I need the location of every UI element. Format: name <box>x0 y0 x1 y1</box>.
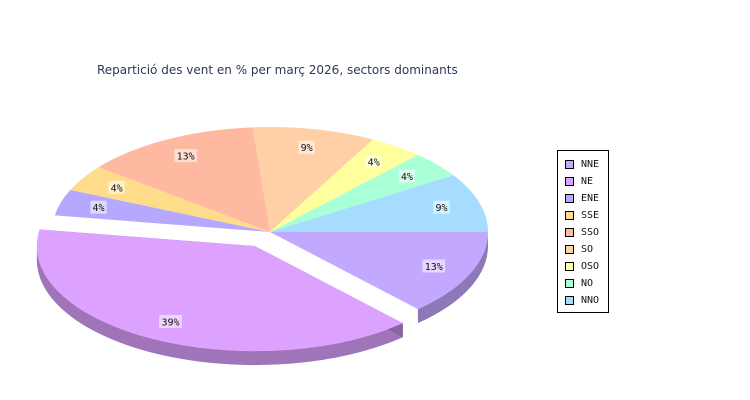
legend-label: NNO <box>581 295 600 306</box>
pie-slice-nne <box>270 232 488 310</box>
legend-label: SSE <box>581 210 600 221</box>
legend-item-ene: ENE <box>558 190 608 207</box>
data-label-bg <box>365 154 382 168</box>
data-label-ne: 39% <box>159 315 182 329</box>
legend: NNE NE ENE SSE SSO SO OSO NO NNO <box>557 150 609 313</box>
data-label-text: 4% <box>111 183 123 194</box>
data-label-text: 9% <box>301 143 313 154</box>
data-label-bg <box>298 140 315 154</box>
legend-label: NNE <box>581 159 600 170</box>
legend-label: OSO <box>581 261 600 272</box>
data-label-text: 39% <box>161 318 179 329</box>
legend-label: NE <box>581 176 594 187</box>
data-label-bg <box>422 259 446 273</box>
data-label-bg <box>90 200 107 214</box>
data-label-text: 13% <box>177 152 195 163</box>
legend-swatch <box>565 211 574 220</box>
data-label-ene: 4% <box>90 200 107 214</box>
pie-slice-side-ne <box>36 246 403 366</box>
pie-slice-so <box>252 126 373 232</box>
data-label-so: 9% <box>298 140 315 154</box>
pie-slice-nno <box>270 175 488 232</box>
data-label-text: 13% <box>425 262 443 273</box>
data-label-text: 4% <box>368 157 380 168</box>
data-label-bg <box>108 180 125 194</box>
legend-item-ne: NE <box>558 173 608 190</box>
legend-label: NO <box>581 278 594 289</box>
data-label-nne: 13% <box>422 259 446 273</box>
data-label-text: 4% <box>401 172 413 183</box>
legend-item-oso: OSO <box>558 258 608 275</box>
legend-swatch <box>565 160 574 169</box>
data-label-bg <box>433 200 450 214</box>
legend-item-sso: SSO <box>558 224 608 241</box>
legend-label: SSO <box>581 227 600 238</box>
data-label-oso: 4% <box>365 154 382 168</box>
legend-item-sse: SSE <box>558 207 608 224</box>
legend-swatch <box>565 296 574 305</box>
legend-label: SO <box>581 244 594 255</box>
data-label-no: 4% <box>398 169 416 183</box>
pie-slice-ene <box>54 189 270 232</box>
legend-swatch <box>565 245 574 254</box>
data-label-bg <box>159 315 182 328</box>
legend-swatch <box>565 279 574 288</box>
data-label-text: 4% <box>92 203 104 214</box>
legend-label: ENE <box>581 193 600 204</box>
legend-swatch <box>565 262 574 271</box>
pie-slice-sso <box>98 127 270 232</box>
legend-swatch <box>565 228 574 237</box>
legend-item-so: SO <box>558 241 608 258</box>
data-label-sso: 13% <box>174 149 197 163</box>
data-label-bg <box>174 149 197 163</box>
chart-title: Repartició des vent en % per març 2026, … <box>97 63 458 77</box>
pie-slice-ne <box>36 229 403 352</box>
data-label-nno: 9% <box>433 200 450 214</box>
pie-slice-side-nne <box>417 232 488 324</box>
legend-item-nne: NNE <box>558 156 608 173</box>
data-label-sse: 4% <box>108 180 125 194</box>
legend-swatch <box>565 177 574 186</box>
data-label-bg <box>398 169 416 183</box>
legend-swatch <box>565 194 574 203</box>
legend-item-nno: NNO <box>558 292 608 309</box>
data-label-text: 9% <box>435 203 447 214</box>
legend-item-no: NO <box>558 275 608 292</box>
